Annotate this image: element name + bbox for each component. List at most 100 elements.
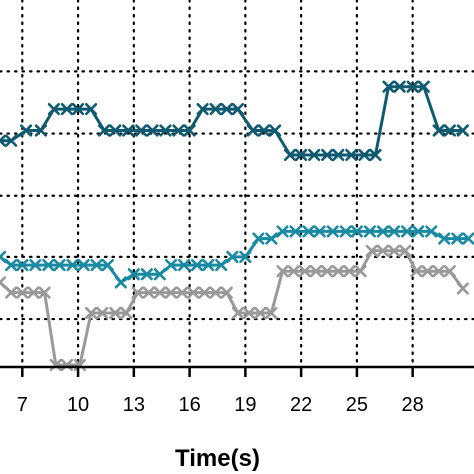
data-point-marker [97,124,111,137]
data-point-marker [339,225,352,238]
data-point-marker [60,102,74,116]
data-point-marker [400,225,414,238]
data-point-marker [27,286,40,299]
data-point-marker [114,276,127,289]
data-point-marker [387,225,401,238]
data-point-marker [164,258,178,272]
data-point-marker [29,258,42,272]
data-point-marker [309,265,323,278]
data-point-marker [321,265,334,278]
data-point-marker [140,268,153,281]
data-point-marker [198,286,211,299]
data-point-marker [254,306,267,320]
data-point-marker [269,124,282,137]
data-point-marker [109,124,122,137]
x-tick-label: 10 [67,394,89,416]
data-point-marker [209,102,222,116]
data-point-marker [226,250,239,263]
data-point-marker [298,265,311,278]
data-point-marker [425,225,438,238]
data-point-marker [53,258,66,272]
data-point-marker [287,265,300,278]
data-point-marker [451,232,464,245]
data-point-marker [77,258,90,272]
data-point-marker [231,306,245,320]
data-point-marker [172,124,185,137]
data-point-marker [196,102,209,116]
data-point-marker [239,250,252,263]
data-point-marker [302,225,315,238]
data-point-marker [257,124,271,137]
data-point-marker [246,124,259,137]
data-point-marker [109,306,122,320]
data-point-marker [202,258,215,272]
data-point-marker [187,286,200,299]
data-point-marker [5,134,18,147]
data-point-marker [350,225,363,238]
data-point-marker [276,225,289,238]
data-point-marker [16,286,29,299]
data-point-marker [215,258,228,272]
data-point-marker [177,258,191,272]
data-point-marker [176,286,189,299]
data-point-marker [71,102,85,116]
data-point-marker [412,225,425,238]
data-point-marker [321,148,334,162]
data-point-marker [66,258,79,272]
data-point-marker [38,286,51,299]
data-point-marker [345,148,358,162]
data-point-marker [376,244,390,257]
data-point-marker [387,244,401,257]
series-1 [0,80,469,162]
data-point-marker [376,225,390,238]
data-point-marker [363,225,377,238]
data-point-marker [295,148,308,162]
data-point-marker [438,232,451,245]
data-point-marker [159,124,172,137]
data-point-marker [183,124,196,137]
x-tick-label: 19 [234,394,256,416]
data-point-marker [417,80,430,93]
data-point-marker [5,286,18,299]
data-point-marker [209,286,222,299]
data-point-marker [84,102,98,116]
data-point-marker [265,306,278,320]
data-point-marker [127,268,140,281]
data-point-marker [289,225,302,238]
data-point-marker [5,258,18,272]
data-point-marker [153,268,166,281]
data-point-marker [432,265,445,278]
x-tick-label: 28 [402,394,424,416]
data-point-marker [90,258,103,272]
data-point-marker [421,265,434,278]
x-tick-label: 7 [17,394,28,416]
data-point-marker [393,80,406,93]
series-layer [0,80,474,372]
x-tick-label: 16 [178,394,200,416]
data-point-marker [220,286,233,299]
data-point-marker [369,148,382,162]
data-point-marker [332,148,345,162]
data-point-marker [220,102,233,116]
data-point-marker [153,286,166,299]
data-point-marker [101,258,114,272]
data-point-marker [0,250,7,263]
x-axis-title: Time(s) [175,445,260,472]
data-point-marker [16,258,29,272]
data-point-marker [42,258,55,272]
data-point-marker [399,244,412,257]
data-point-marker [190,258,204,272]
data-point-marker [142,286,155,299]
data-point-marker [354,265,367,278]
x-ticks: 7 10 13 16 19 22 25 28 [17,367,424,416]
data-point-marker [456,282,469,295]
series-line [0,85,463,157]
data-point-marker [283,148,297,162]
data-point-marker [96,306,109,320]
data-point-marker [456,124,469,137]
data-point-marker [47,102,61,116]
data-point-marker [313,225,326,238]
data-point-marker [131,286,144,299]
